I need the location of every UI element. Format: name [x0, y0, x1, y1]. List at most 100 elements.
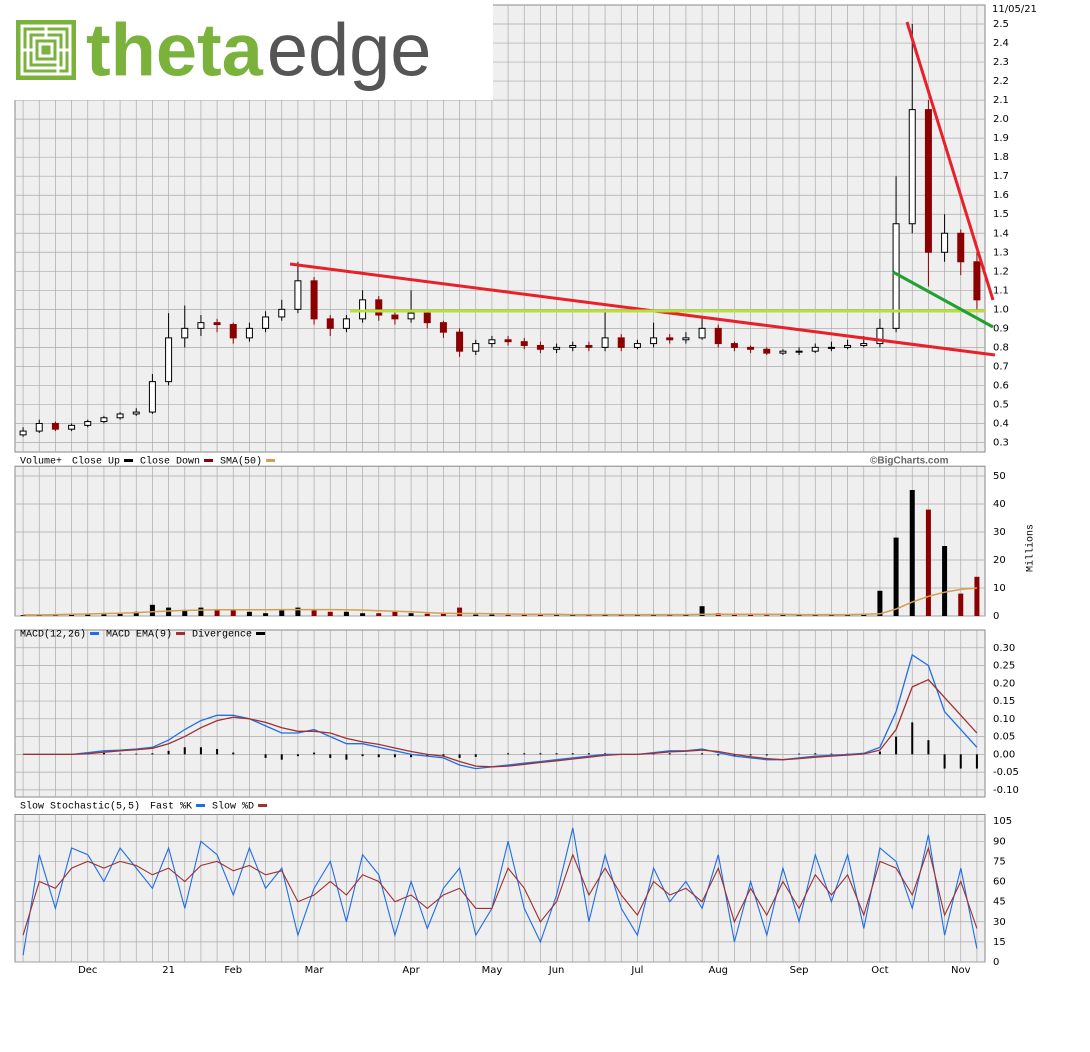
- volume-bar: [360, 613, 366, 616]
- candle-body: [730, 343, 738, 348]
- legend-label: Divergence: [192, 629, 252, 641]
- volume-bar: [85, 614, 91, 616]
- y-tick-label: 1.3: [993, 247, 1009, 258]
- logo-background: [0, 0, 493, 100]
- macd-line: [23, 678, 978, 768]
- candle-body: [520, 341, 528, 346]
- y-tick-label: 2.5: [993, 19, 1009, 30]
- legend-label: MACD(12,26): [20, 629, 86, 641]
- candle-body: [407, 312, 415, 320]
- y-tick-label: 90: [993, 836, 1006, 847]
- volume-bar: [796, 615, 802, 616]
- volume-bar: [327, 611, 333, 616]
- y-tick-label: 0.5: [993, 399, 1009, 410]
- y-tick-label: 105: [993, 816, 1012, 827]
- y-tick-label: 1.6: [993, 190, 1009, 201]
- candle-body: [763, 348, 771, 354]
- legend-swatch: [90, 632, 100, 635]
- volume-bar: [861, 614, 867, 616]
- x-tick-label: 21: [162, 965, 175, 976]
- y-tick-label: 45: [993, 897, 1006, 908]
- volume-bar: [537, 614, 543, 616]
- volume-bar: [780, 615, 786, 616]
- legend-swatch: [204, 459, 214, 462]
- x-tick-label: Dec: [78, 965, 97, 976]
- volume-bar: [586, 615, 592, 616]
- candle-body: [601, 337, 609, 348]
- y-tick-label: 50: [993, 471, 1006, 482]
- candle-body: [957, 232, 965, 263]
- x-tick-label: Nov: [951, 965, 971, 976]
- volume-bar: [52, 615, 58, 616]
- volume-bar: [295, 607, 301, 616]
- y-tick-label: 2.2: [993, 76, 1009, 87]
- candle-body: [553, 346, 561, 350]
- candle-body: [795, 350, 803, 353]
- logo-maze: [20, 24, 72, 76]
- candle-body: [714, 327, 722, 345]
- y-tick-label: 1.4: [993, 228, 1009, 239]
- volume-bar: [489, 614, 495, 616]
- candle-body: [148, 381, 156, 413]
- candle-body: [633, 343, 641, 348]
- trendlines: [289, 21, 996, 357]
- legend-label: Slow %D: [212, 801, 254, 813]
- candle-body: [326, 318, 334, 329]
- volume-bar: [505, 614, 511, 616]
- candle-body: [100, 417, 108, 423]
- legend-swatch: [196, 804, 206, 807]
- x-tick-label: Feb: [224, 965, 242, 976]
- x-tick-label: Mar: [305, 965, 325, 976]
- volume-bar: [424, 613, 430, 616]
- candle-body: [375, 299, 383, 316]
- y-tick-label: 0.10: [993, 714, 1015, 725]
- y-tick-label: 0.30: [993, 643, 1015, 654]
- y-tick-label: 1.7: [993, 171, 1009, 182]
- candle-body: [68, 424, 76, 430]
- volume-bar: [909, 490, 915, 616]
- logo: theta edge: [0, 0, 493, 100]
- candle-body: [84, 421, 92, 426]
- y-tick-label: -0.10: [993, 785, 1019, 796]
- volume-bar: [408, 613, 414, 616]
- candle-body: [116, 413, 124, 419]
- volume-bar: [764, 615, 770, 616]
- x-tick-label: Aug: [708, 965, 728, 976]
- volume-bar: [731, 614, 737, 616]
- volume-bar: [473, 614, 479, 616]
- y-tick-label: 1.0: [993, 304, 1009, 315]
- candle-body: [439, 322, 447, 333]
- volume-bar: [246, 611, 252, 616]
- volume-bar: [828, 615, 834, 616]
- candle-body: [908, 109, 916, 225]
- candle-body: [617, 337, 625, 348]
- volume-bar: [942, 546, 948, 616]
- volume-bar: [263, 613, 269, 616]
- y-tick-label: 75: [993, 856, 1006, 867]
- legend-label: Fast %K: [150, 802, 192, 813]
- legend-swatch: [266, 459, 276, 462]
- candle-body: [827, 346, 835, 349]
- y-tick-label: 0.20: [993, 678, 1015, 689]
- volume-bar: [182, 610, 188, 616]
- y-tick-label: 60: [993, 877, 1006, 888]
- y-tick-label: 2.3: [993, 57, 1009, 68]
- candle-body: [359, 299, 367, 320]
- logo-text: edge: [267, 9, 432, 92]
- candle-body: [423, 312, 431, 324]
- volume-bar: [521, 614, 527, 616]
- y-axis-label: Millions: [1025, 524, 1037, 572]
- panel-title: Volume+: [20, 456, 62, 468]
- volume-bar: [440, 613, 446, 616]
- y-tick-label: 1.8: [993, 152, 1009, 163]
- candle-body: [132, 411, 140, 415]
- volume-bar: [570, 614, 576, 616]
- candle-body: [342, 318, 350, 329]
- candle-body: [585, 344, 593, 348]
- y-tick-label: 15: [993, 937, 1006, 948]
- stochastic-line: [22, 846, 978, 936]
- candle-body: [35, 422, 43, 432]
- volume-bar: [748, 614, 754, 616]
- candle-body: [504, 339, 512, 343]
- stochastic-line: [22, 827, 978, 956]
